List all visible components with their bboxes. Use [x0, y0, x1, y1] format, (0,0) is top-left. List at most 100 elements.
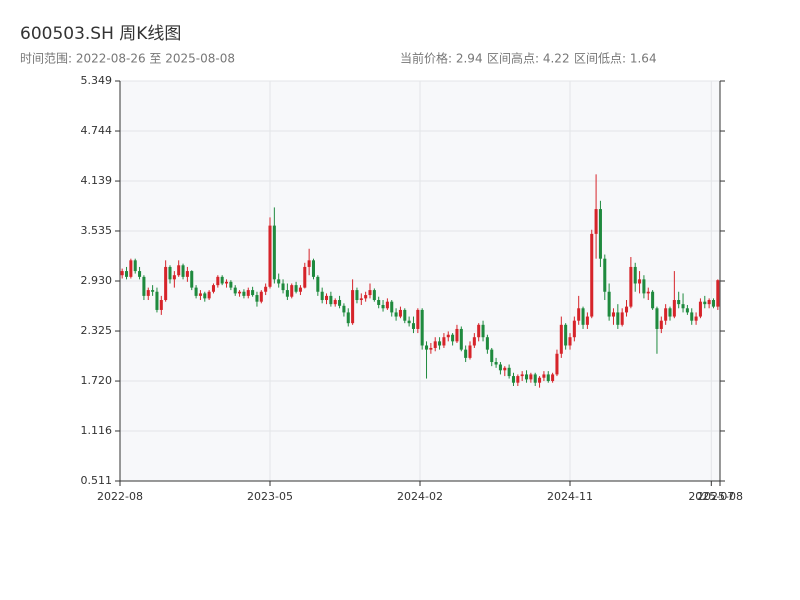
candle-body	[390, 301, 394, 313]
candle-body	[529, 374, 533, 380]
candle-body	[207, 291, 211, 299]
candle-body	[307, 260, 311, 267]
candle-body	[342, 305, 346, 313]
candle-body	[333, 300, 337, 305]
candle-body	[646, 291, 650, 294]
candle-body	[533, 374, 537, 383]
stat: 当前价格: 2.94	[400, 51, 483, 66]
stat: 区间高点: 4.22	[487, 51, 570, 66]
candle-body	[694, 316, 698, 321]
candle-body	[551, 374, 555, 382]
candle-body	[129, 260, 133, 277]
candle-body	[281, 283, 285, 291]
candle-body	[629, 266, 633, 307]
candle-body	[711, 300, 715, 307]
candle-body	[211, 285, 215, 292]
candle-body	[168, 266, 172, 280]
candle-body	[172, 275, 176, 280]
candle-body	[507, 367, 511, 377]
candle-body	[181, 265, 185, 277]
candle-body	[651, 291, 655, 309]
candle-body	[594, 209, 598, 234]
y-tick-label: 1.720	[81, 374, 113, 387]
candle-body	[133, 260, 137, 272]
candle-body	[668, 308, 672, 317]
candle-body	[620, 312, 624, 325]
candle-body	[403, 309, 407, 321]
candle-body	[346, 312, 350, 324]
candle-body	[598, 209, 602, 259]
candle-body	[338, 300, 342, 306]
candle-body	[194, 287, 198, 296]
candle-body	[138, 271, 142, 277]
candle-body	[316, 276, 320, 292]
candle-body	[351, 290, 355, 324]
y-tick-label: 3.535	[81, 224, 113, 237]
candle-body	[659, 320, 663, 329]
candle-body	[220, 276, 224, 284]
candle-body	[433, 341, 437, 348]
candle-body	[429, 347, 433, 350]
candle-body	[272, 225, 276, 280]
candle-body	[611, 312, 615, 317]
candle-body	[664, 308, 668, 321]
candle-body	[411, 323, 415, 329]
candle-body	[416, 309, 420, 329]
candle-body	[329, 295, 333, 305]
candle-body	[146, 290, 150, 296]
candle-body	[251, 290, 255, 296]
candle-body	[577, 308, 581, 321]
candle-body	[451, 334, 455, 342]
candle-body	[420, 309, 424, 346]
candle-body	[455, 328, 459, 342]
candle-body	[385, 301, 389, 309]
candle-body	[485, 337, 489, 350]
candle-body	[572, 320, 576, 338]
y-tick-label: 2.325	[81, 324, 113, 337]
candle-body	[516, 376, 520, 383]
candle-body	[559, 324, 563, 354]
candle-body	[703, 301, 707, 305]
y-tick-label: 1.116	[81, 424, 113, 437]
candle-body	[498, 364, 502, 371]
candle-body	[459, 328, 463, 350]
candle-body	[190, 271, 194, 288]
candle-body	[198, 293, 202, 296]
candle-body	[355, 290, 359, 301]
candle-body	[259, 291, 263, 302]
candle-body	[311, 260, 315, 277]
candle-body	[303, 266, 307, 288]
candle-body	[633, 266, 637, 284]
candle-body	[320, 291, 324, 301]
candle-body	[264, 286, 268, 292]
candle-body	[716, 280, 720, 307]
candle-body	[468, 345, 472, 358]
candle-body	[520, 374, 524, 377]
x-tick-label: 2022-08	[97, 490, 143, 503]
candle-body	[642, 279, 646, 294]
candle-body	[203, 293, 207, 299]
candle-body	[677, 300, 681, 305]
candle-body	[359, 298, 363, 301]
candle-body	[472, 337, 476, 346]
candle-body	[151, 290, 155, 292]
candle-body	[655, 308, 659, 329]
chart-title: 600503.SH 周K线图	[20, 24, 181, 44]
candle-body	[477, 324, 481, 338]
candle-body	[442, 337, 446, 346]
candle-body	[555, 353, 559, 375]
y-tick-label: 2.930	[81, 274, 113, 287]
candle-body	[585, 316, 589, 325]
candle-body	[159, 300, 163, 310]
candle-body	[120, 271, 124, 276]
candle-body	[490, 349, 494, 363]
candle-body	[425, 345, 429, 350]
candle-body	[177, 265, 181, 276]
candle-body	[407, 320, 411, 324]
x-tick-label: 2025-07	[688, 490, 734, 503]
y-tick-label: 4.139	[81, 174, 113, 187]
candle-body	[290, 285, 294, 297]
y-tick-label: 4.744	[81, 124, 113, 137]
candle-body	[364, 295, 368, 299]
candle-body	[438, 341, 442, 346]
